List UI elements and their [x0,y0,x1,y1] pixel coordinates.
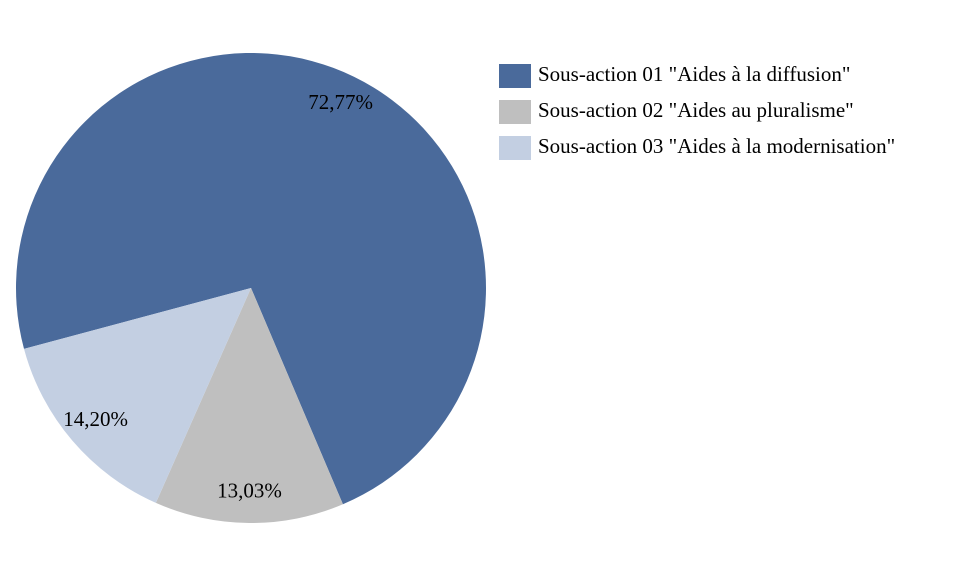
legend-label: Sous-action 03 "Aides à la modernisation… [538,134,895,158]
pie-slice [15,52,486,505]
pie-slice [155,288,343,523]
data-label: 14,20% [63,407,128,431]
legend-swatch [499,136,531,160]
data-label: 13,03% [217,478,282,502]
data-label: 72,77% [308,90,373,114]
legend-label: Sous-action 01 "Aides à la diffusion" [538,62,850,86]
legend-swatch [499,64,531,88]
legend-swatch [499,100,531,124]
pie-slice [24,288,251,503]
legend-label: Sous-action 02 "Aides au pluralisme" [538,98,854,122]
